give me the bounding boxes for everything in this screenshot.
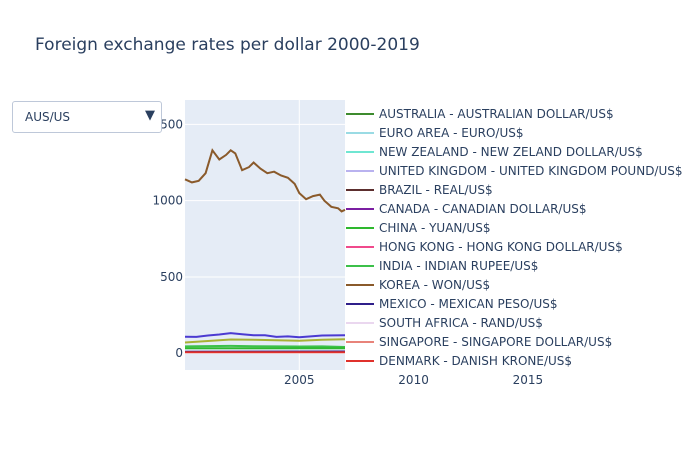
legend-item-label[interactable]: KOREA - WON/US$ (379, 278, 490, 292)
legend-item-label[interactable]: CHINA - YUAN/US$ (379, 221, 490, 235)
x-tick-label: 2005 (284, 373, 315, 387)
plot-background (185, 100, 345, 370)
legend-item-label[interactable]: MEXICO - MEXICAN PESO/US$ (379, 297, 558, 311)
currency-pair-dropdown[interactable]: AUS/US ▼ (12, 101, 162, 133)
x-tick-label: 2010 (398, 373, 429, 387)
legend-item-label[interactable]: INDIA - INDIAN RUPEE/US$ (379, 259, 538, 273)
y-tick-label: 1000 (152, 194, 183, 208)
legend-item-label[interactable]: NEW ZEALAND - NEW ZELAND DOLLAR/US$ (379, 145, 643, 159)
dropdown-selected-value: AUS/US (25, 110, 70, 124)
legend-item-label[interactable]: BRAZIL - REAL/US$ (379, 183, 493, 197)
x-tick-label: 2015 (513, 373, 544, 387)
legend-item-label[interactable]: SINGAPORE - SINGAPORE DOLLAR/US$ (379, 335, 612, 349)
legend-item-label[interactable]: DENMARK - DANISH KRONE/US$ (379, 354, 572, 368)
legend-item-label[interactable]: CANADA - CANADIAN DOLLAR/US$ (379, 202, 586, 216)
y-tick-label: 0 (175, 346, 183, 360)
series-line (185, 346, 345, 347)
chart-title: Foreign exchange rates per dollar 2000-2… (35, 35, 420, 55)
legend-item-label[interactable]: EURO AREA - EURO/US$ (379, 126, 524, 140)
dropdown-arrow-icon: ▼ (145, 108, 155, 123)
legend: AUSTRALIA - AUSTRALIAN DOLLAR/US$ EURO AR… (346, 107, 683, 368)
legend-item-label[interactable]: UNITED KINGDOM - UNITED KINGDOM POUND/US… (379, 164, 683, 178)
legend-item-label[interactable]: AUSTRALIA - AUSTRALIAN DOLLAR/US$ (379, 107, 614, 121)
y-tick-label: 500 (160, 270, 183, 284)
legend-item-label[interactable]: HONG KONG - HONG KONG DOLLAR/US$ (379, 240, 623, 254)
legend-item-label[interactable]: SOUTH AFRICA - RAND/US$ (379, 316, 543, 330)
